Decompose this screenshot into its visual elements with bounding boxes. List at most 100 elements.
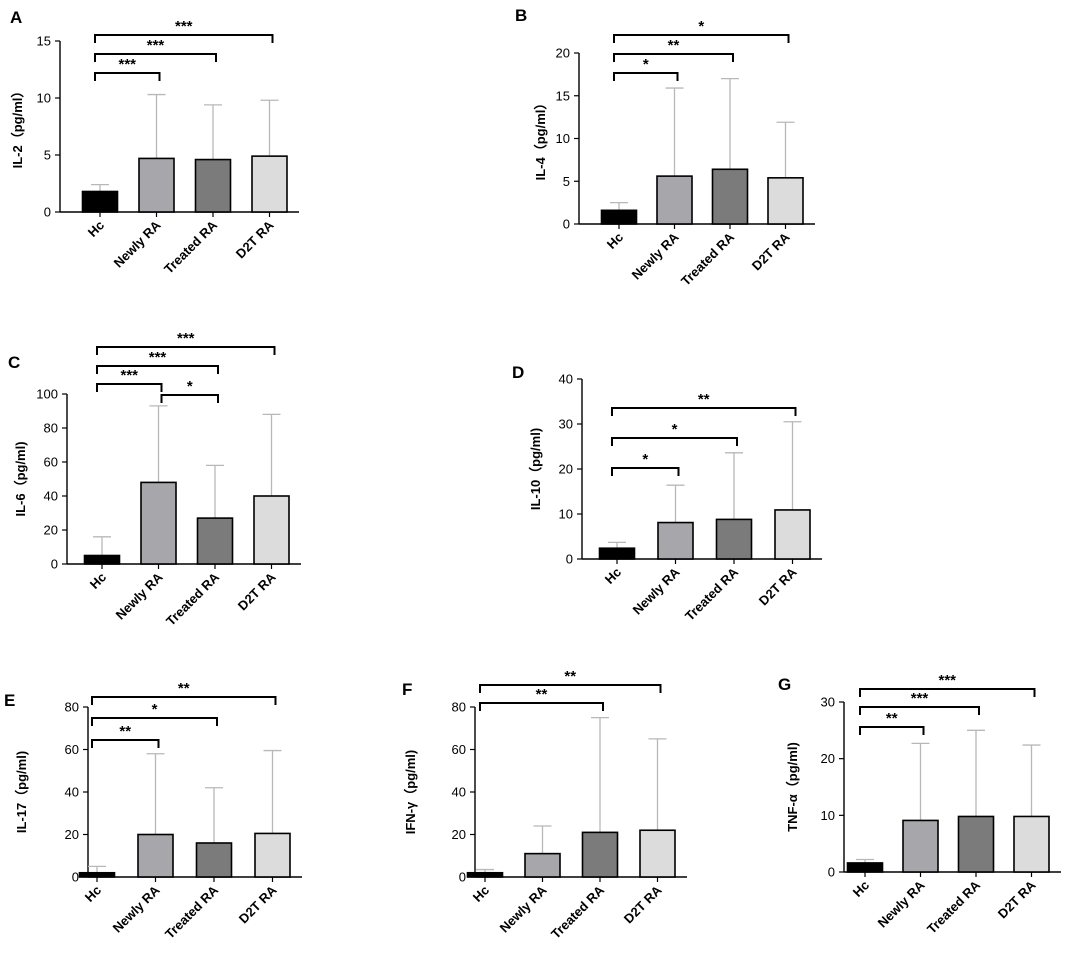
y-tick-label: 10 (556, 131, 570, 146)
significance-bracket (479, 702, 604, 711)
y-axis-title: IFN-γ（pg/ml) (403, 750, 418, 835)
significance-label: *** (120, 367, 138, 384)
bar-treated-ra (715, 518, 753, 560)
bar-newly-ra (656, 175, 693, 225)
significance-label: *** (938, 672, 956, 689)
bar-d2t-ra (253, 495, 290, 565)
category-label: Newly RA (629, 229, 682, 282)
significance-label: * (643, 56, 649, 73)
category-label: Hc (85, 218, 107, 240)
y-tick-label: 80 (44, 421, 58, 436)
y-axis-title: TNF-α（pg/ml) (785, 742, 800, 832)
bar-hc (78, 871, 116, 878)
bar-d2t-ra (1013, 815, 1050, 873)
bar-newly-ra (524, 852, 561, 878)
chart-panel-e: E 0 20 40 60 80 IL-17（pg/ml) Hc Newly RA Treated … (4, 680, 302, 942)
bar-hc (81, 190, 119, 213)
panel-letter: C (8, 353, 20, 372)
panel-letter: D (512, 363, 524, 382)
panel-letter: G (778, 675, 791, 694)
category-label: D2T RA (995, 877, 1039, 921)
significance-bracket (859, 706, 980, 715)
panel-letter: E (4, 691, 15, 710)
category-label: Treated RA (924, 877, 984, 937)
significance-label: ** (536, 686, 548, 703)
bar-newly-ra (657, 521, 694, 560)
bar-treated-ra (581, 831, 619, 878)
y-tick-label: 0 (72, 870, 79, 885)
significance-bracket (611, 437, 738, 446)
y-tick-label: 0 (828, 865, 835, 880)
significance-label: *** (177, 330, 195, 347)
y-tick-label: 0 (566, 552, 573, 567)
y-tick-label: 20 (559, 462, 573, 477)
bar-treated-ra (711, 168, 749, 225)
y-tick-label: 60 (452, 742, 466, 757)
category-label: Newly RA (111, 217, 164, 270)
bar-hc (83, 554, 121, 565)
significance-label: ** (119, 723, 131, 740)
significance-label: ** (564, 668, 576, 685)
bar-hc (846, 862, 884, 873)
significance-bracket (859, 688, 1036, 697)
chart-panel-d: D 0 10 20 30 40 IL-10（pg/ml) Hc Newly RA Treated … (512, 363, 822, 624)
bar-hc (466, 871, 504, 878)
category-label: D2T RA (756, 564, 800, 608)
significance-bracket (94, 34, 274, 43)
significance-label: ** (698, 391, 710, 408)
significance-label: * (698, 18, 704, 35)
bar-treated-ra (195, 842, 233, 878)
bar-newly-ra (137, 833, 174, 878)
category-label: Newly RA (630, 564, 683, 617)
bar-d2t-ra (767, 177, 804, 225)
category-label: D2T RA (233, 217, 277, 261)
bar-newly-ra (138, 157, 175, 213)
y-tick-label: 40 (559, 372, 573, 387)
y-tick-label: 10 (821, 808, 835, 823)
y-tick-label: 20 (65, 827, 79, 842)
category-label: D2T RA (621, 882, 665, 926)
category-label: D2T RA (236, 882, 280, 926)
significance-bracket (613, 53, 734, 62)
significance-bracket (96, 365, 219, 374)
chart-panel-f: F 0 20 40 60 80 IFN-γ（pg/ml) Hc Newly RATreated … (402, 668, 687, 942)
bar-hc (600, 209, 638, 225)
y-axis-title: IL-6（pg/ml) (13, 441, 28, 516)
category-label: Treated RA (163, 569, 223, 629)
panel-letter: B (515, 6, 527, 25)
significance-bracket (479, 684, 662, 693)
y-tick-label: 60 (65, 742, 79, 757)
y-tick-label: 80 (452, 700, 466, 715)
bar-treated-ra (196, 517, 234, 565)
significance-label: ** (886, 710, 898, 727)
category-label: Newly RA (497, 882, 550, 935)
category-label: Newly RA (875, 877, 928, 930)
y-tick-label: 30 (821, 695, 835, 710)
significance-bracket (94, 53, 217, 62)
bar-d2t-ra (254, 832, 291, 878)
significance-label: * (152, 701, 158, 718)
significance-label: * (187, 378, 193, 395)
y-tick-label: 20 (452, 827, 466, 842)
category-label: Hc (604, 230, 626, 252)
y-tick-label: 40 (44, 489, 58, 504)
y-tick-label: 5 (563, 174, 570, 189)
y-axis-title: IL-2（pg/ml） (10, 85, 25, 169)
y-tick-label: 5 (44, 148, 51, 163)
significance-label: *** (118, 56, 136, 73)
significance-bracket (613, 34, 790, 43)
significance-bracket (160, 394, 219, 403)
significance-label: *** (175, 18, 193, 35)
bar-hc (598, 547, 636, 560)
bar-d2t-ra (639, 829, 676, 878)
y-tick-label: 80 (65, 700, 79, 715)
bar-treated-ra (194, 158, 232, 213)
significance-bracket (611, 407, 797, 416)
y-axis-title: IL-4（pg/ml） (533, 97, 548, 181)
significance-label: * (642, 451, 648, 468)
bar-newly-ra (902, 819, 939, 873)
